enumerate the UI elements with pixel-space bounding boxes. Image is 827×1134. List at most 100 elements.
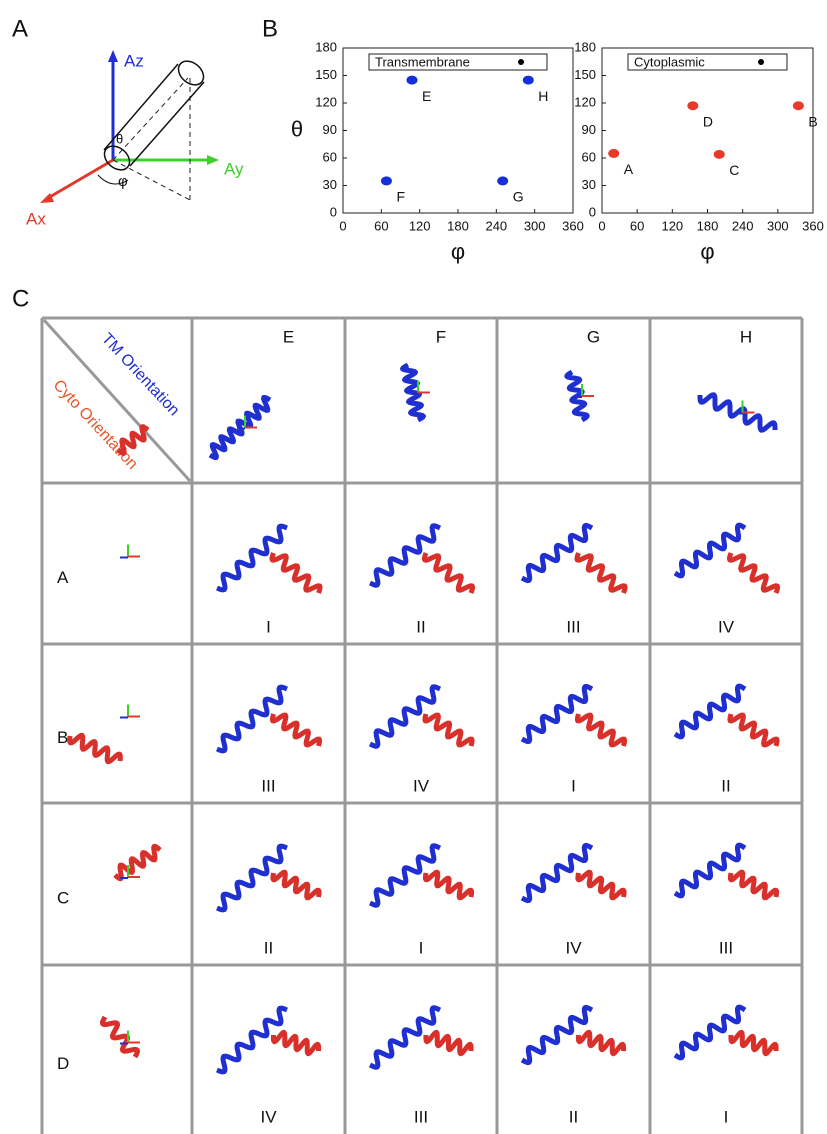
legend-box xyxy=(368,53,548,71)
point-label: D xyxy=(703,113,713,129)
cell-label: III xyxy=(261,776,275,795)
column-label: E xyxy=(283,327,294,346)
x-tick-label: 360 xyxy=(562,218,584,233)
x-tick-label: 300 xyxy=(524,218,546,233)
cell-label: II xyxy=(264,938,273,957)
legend-marker xyxy=(758,59,764,65)
cell-label: I xyxy=(266,617,271,636)
x-tick-label: 360 xyxy=(802,218,824,233)
header-left: Cyto Orientation xyxy=(50,377,141,473)
cell-label: IV xyxy=(718,617,735,636)
cell-label: IV xyxy=(413,776,430,795)
point-label: G xyxy=(513,189,524,205)
y-tick-label: 0 xyxy=(330,204,337,219)
cylinder-end xyxy=(177,60,205,86)
point xyxy=(792,101,804,111)
helix xyxy=(368,1005,442,1070)
x-axis-label: φ xyxy=(451,239,465,264)
helix xyxy=(269,552,323,594)
helix xyxy=(421,552,476,594)
cylinder-axis xyxy=(112,77,189,161)
x-tick-label: 180 xyxy=(447,218,469,233)
x-tick-label: 120 xyxy=(409,218,431,233)
angle-label: θ xyxy=(116,131,123,146)
legend-label: Transmembrane xyxy=(375,54,470,69)
x-tick-label: 240 xyxy=(732,218,754,233)
helix xyxy=(368,843,442,908)
plot-frame xyxy=(342,47,574,214)
cell-label: II xyxy=(721,776,730,795)
x-tick-label: 60 xyxy=(630,218,644,233)
x-tick-label: 180 xyxy=(697,218,719,233)
helix xyxy=(216,1005,288,1075)
helix xyxy=(520,522,594,584)
y-tick-label: 90 xyxy=(323,122,337,137)
panel-label: B xyxy=(262,15,278,42)
cell-label: I xyxy=(724,1107,729,1126)
helix xyxy=(67,732,123,765)
arrowhead xyxy=(207,155,219,165)
helix xyxy=(216,684,288,754)
point xyxy=(406,75,418,85)
x-tick-label: 60 xyxy=(374,218,388,233)
x-tick-label: 0 xyxy=(339,218,346,233)
legend-box xyxy=(627,53,788,71)
helix xyxy=(270,1029,322,1057)
point-label: E xyxy=(422,88,431,104)
point-label: F xyxy=(396,189,405,205)
cell-label: IV xyxy=(260,1107,277,1126)
helix xyxy=(269,712,323,748)
arrowhead xyxy=(108,50,118,62)
axis-label: Ay xyxy=(224,159,244,178)
row-label: B xyxy=(57,728,68,747)
helix xyxy=(116,424,150,456)
point xyxy=(497,176,509,186)
orientation-diagram: Az Ay Ax θ φ xyxy=(26,50,244,228)
helix xyxy=(726,552,781,594)
point-label: B xyxy=(808,113,817,129)
column-label: H xyxy=(740,327,752,346)
row-label: A xyxy=(57,568,69,587)
axis-label: Az xyxy=(124,51,144,70)
projection xyxy=(112,159,191,201)
point xyxy=(687,101,699,111)
y-tick-label: 0 xyxy=(589,204,596,219)
y-tick-label: 120 xyxy=(315,94,337,109)
helix xyxy=(574,712,628,748)
point-label: H xyxy=(538,88,548,104)
x-axis-label: φ xyxy=(700,239,714,264)
y-tick-label: 60 xyxy=(582,149,596,164)
helix xyxy=(422,712,475,748)
helix xyxy=(520,842,594,904)
helix xyxy=(423,1029,474,1057)
panel-label: C xyxy=(12,285,29,312)
cylinder-edge xyxy=(129,81,205,167)
helix xyxy=(727,869,780,901)
y-tick-label: 180 xyxy=(315,39,337,54)
row-label: C xyxy=(57,888,69,907)
helix xyxy=(574,552,628,594)
helix xyxy=(673,683,747,740)
cell-label: III xyxy=(566,617,580,636)
cell-label: I xyxy=(571,776,576,795)
cylinder-end xyxy=(103,145,131,171)
helix xyxy=(575,1029,627,1057)
x-tick-label: 240 xyxy=(485,218,507,233)
y-axis-label: θ xyxy=(291,116,303,141)
helix xyxy=(728,1029,779,1057)
y-tick-label: 150 xyxy=(315,67,337,82)
helix xyxy=(422,869,475,901)
legend-label: Cytoplasmic xyxy=(634,54,705,69)
helix xyxy=(673,842,747,899)
helix xyxy=(673,1004,747,1061)
cell-label: I xyxy=(419,938,424,957)
legend-marker xyxy=(518,59,524,65)
cell-label: IV xyxy=(565,938,582,957)
helix xyxy=(216,843,288,913)
helix xyxy=(216,523,288,593)
y-tick-label: 150 xyxy=(574,67,596,82)
plot-frame xyxy=(601,47,814,214)
helix xyxy=(727,712,780,748)
column-label: F xyxy=(436,327,446,346)
y-tick-label: 90 xyxy=(582,122,596,137)
